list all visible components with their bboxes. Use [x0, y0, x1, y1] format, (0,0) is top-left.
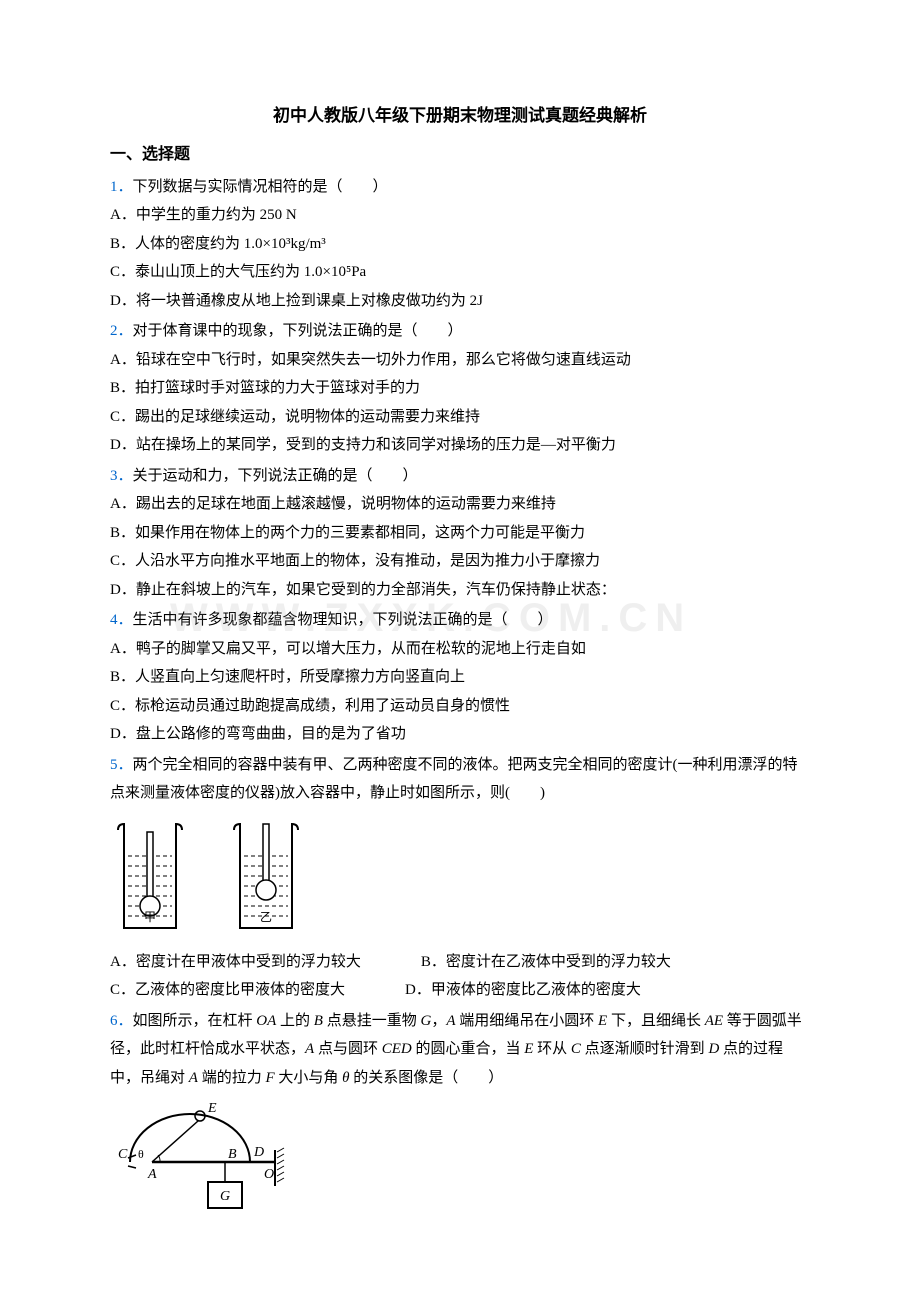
- option-d: D．静止在斜坡上的汽车，如果它受到的力全部消失，汽车仍保持静止状态：: [110, 576, 810, 605]
- option-b: B．人竖直向上匀速爬杆时，所受摩擦力方向竖直向上: [110, 663, 810, 692]
- svg-text:A: A: [147, 1167, 157, 1182]
- option-b: B．如果作用在物体上的两个力的三要素都相同，这两个力可能是平衡力: [110, 519, 810, 548]
- question-5: 5．两个完全相同的容器中装有甲、乙两种密度不同的液体。把两支完全相同的密度计(一…: [110, 751, 810, 1005]
- option-c: C．标枪运动员通过助跑提高成绩，利用了运动员自身的惯性: [110, 692, 810, 721]
- svg-text:O: O: [264, 1167, 274, 1182]
- beaker-jia-icon: 甲: [110, 818, 190, 938]
- question-number: 6．: [110, 1013, 133, 1029]
- svg-text:θ: θ: [138, 1147, 144, 1161]
- option-d: D．站在操场上的某同学，受到的支持力和该同学对操场的压力是—对平衡力: [110, 431, 810, 460]
- beaker-label: 乙: [260, 910, 272, 924]
- question-text: 两个完全相同的容器中装有甲、乙两种密度不同的液体。把两支完全相同的密度计(一种利…: [110, 757, 798, 802]
- question-text: 如图所示，在杠杆 OA 上的 B 点悬挂一重物 G，A 端用细绳吊在小圆环 E …: [110, 1013, 802, 1086]
- question-number: 4．: [110, 612, 133, 628]
- option-c: C．乙液体的密度比甲液体的密度大: [110, 976, 345, 1005]
- question-4: 4．生活中有许多现象都蕴含物理知识，下列说法正确的是（ ） A．鸭子的脚掌又扁又…: [110, 606, 810, 749]
- option-a: A．中学生的重力约为 250 N: [110, 201, 810, 230]
- question-1: 1．下列数据与实际情况相符的是（ ） A．中学生的重力约为 250 N B．人体…: [110, 173, 810, 316]
- lever-figure: C E D A B O G θ: [110, 1092, 810, 1241]
- beaker-yi-icon: 乙: [226, 818, 306, 938]
- svg-text:C: C: [118, 1147, 128, 1162]
- option-d: D．将一块普通橡皮从地上捡到课桌上对橡皮做功约为 2J: [110, 287, 810, 316]
- options-row: C．乙液体的密度比甲液体的密度大 D．甲液体的密度比乙液体的密度大: [110, 976, 810, 1005]
- option-a: A．铅球在空中飞行时，如果突然失去一切外力作用，那么它将做匀速直线运动: [110, 346, 810, 375]
- question-number: 2．: [110, 323, 133, 339]
- question-3: 3．关于运动和力，下列说法正确的是（ ） A．踢出去的足球在地面上越滚越慢，说明…: [110, 462, 810, 605]
- option-b: B．密度计在乙液体中受到的浮力较大: [421, 948, 671, 977]
- beaker-figures: 甲 乙: [110, 818, 810, 938]
- question-number: 3．: [110, 468, 133, 484]
- option-b: B．拍打篮球时手对篮球的力大于篮球对手的力: [110, 374, 810, 403]
- svg-text:G: G: [220, 1189, 230, 1204]
- question-text: 关于运动和力，下列说法正确的是（ ）: [133, 468, 418, 484]
- document-body: 初中人教版八年级下册期末物理测试真题经典解析 一、选择题 1．下列数据与实际情况…: [110, 100, 810, 1241]
- question-6: 6．如图所示，在杠杆 OA 上的 B 点悬挂一重物 G，A 端用细绳吊在小圆环 …: [110, 1007, 810, 1241]
- beaker-label: 甲: [144, 910, 156, 924]
- question-text: 对于体育课中的现象，下列说法正确的是（ ）: [133, 323, 463, 339]
- page-title: 初中人教版八年级下册期末物理测试真题经典解析: [110, 100, 810, 132]
- option-a: A．鸭子的脚掌又扁又平，可以增大压力，从而在松软的泥地上行走自如: [110, 635, 810, 664]
- option-d: D．甲液体的密度比乙液体的密度大: [405, 976, 641, 1005]
- question-text: 生活中有许多现象都蕴含物理知识，下列说法正确的是（ ）: [133, 612, 553, 628]
- svg-text:E: E: [207, 1101, 217, 1116]
- option-b: B．人体的密度约为 1.0×10³kg/m³: [110, 230, 810, 259]
- option-c: C．踢出的足球继续运动，说明物体的运动需要力来维持: [110, 403, 810, 432]
- question-number: 5．: [110, 757, 133, 773]
- options-row: A．密度计在甲液体中受到的浮力较大 B．密度计在乙液体中受到的浮力较大: [110, 948, 810, 977]
- option-d: D．盘上公路修的弯弯曲曲，目的是为了省功: [110, 720, 810, 749]
- option-a: A．密度计在甲液体中受到的浮力较大: [110, 948, 361, 977]
- option-c: C．人沿水平方向推水平地面上的物体，没有推动，是因为推力小于摩擦力: [110, 547, 810, 576]
- question-text: 下列数据与实际情况相符的是（ ）: [133, 179, 388, 195]
- svg-text:B: B: [228, 1147, 237, 1162]
- option-c: C．泰山山顶上的大气压约为 1.0×10⁵Pa: [110, 258, 810, 287]
- section-header: 一、选择题: [110, 140, 810, 170]
- option-a: A．踢出去的足球在地面上越滚越慢，说明物体的运动需要力来维持: [110, 490, 810, 519]
- question-number: 1．: [110, 179, 133, 195]
- question-2: 2．对于体育课中的现象，下列说法正确的是（ ） A．铅球在空中飞行时，如果突然失…: [110, 317, 810, 460]
- svg-text:D: D: [253, 1145, 264, 1160]
